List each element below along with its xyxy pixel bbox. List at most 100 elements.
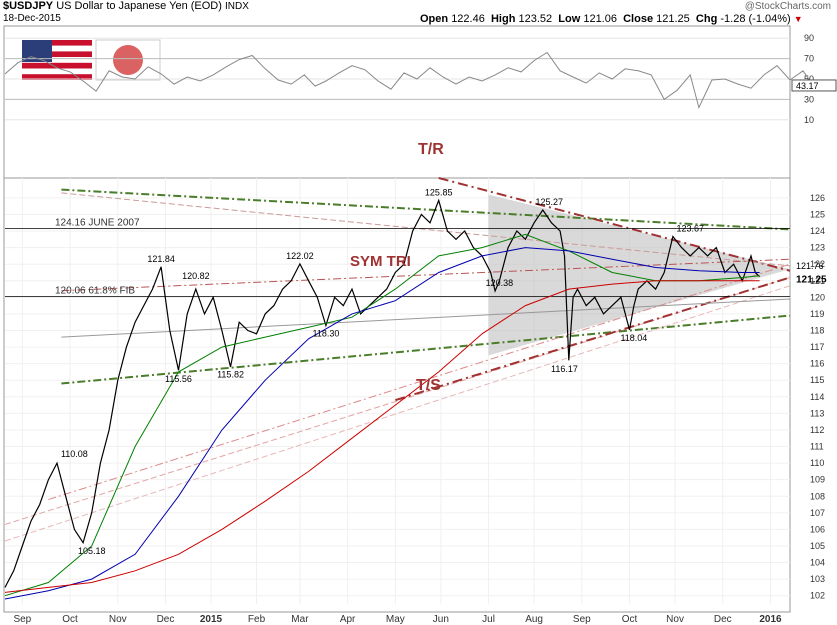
- x-tick-label: Feb: [248, 614, 266, 625]
- rsi-tick-label: 10: [804, 115, 814, 125]
- sym-tri-label: SYM TRI: [350, 253, 411, 270]
- price-frame: [3, 177, 791, 613]
- rose-trend-4: [61, 192, 791, 267]
- close-value: 121.25: [656, 13, 690, 25]
- symmetrical-triangle-shade: [488, 194, 790, 356]
- high-label: High: [490, 13, 516, 25]
- price-annotation: 115.82: [217, 370, 244, 380]
- price-tick-label: 121: [810, 276, 825, 286]
- chg-label: Chg: [695, 13, 718, 25]
- x-tick-label: Sep: [573, 614, 591, 625]
- watermark: @StockCharts.com: [744, 1, 831, 12]
- close-label: Close: [623, 13, 654, 25]
- price-tick-label: 114: [810, 392, 824, 402]
- price-annotation: 105.18: [78, 546, 106, 556]
- price-tick-label: 123: [810, 243, 825, 253]
- instrument-name: US Dollar to Japanese Yen (EOD): [56, 0, 222, 12]
- x-tick-label: Sep: [13, 614, 31, 625]
- price-tick-label: 119: [810, 309, 824, 319]
- price-tick-label: 102: [810, 591, 825, 601]
- high-value: 123.52: [518, 13, 553, 25]
- price-tick-label: 105: [810, 541, 825, 551]
- price-tick-label: 110: [810, 458, 824, 468]
- chg-value: -1.28 (-1.04%): [720, 13, 791, 25]
- x-tick-label: Apr: [340, 614, 356, 625]
- price-tick-label: 116: [810, 359, 824, 369]
- price-tick-label: 117: [810, 342, 824, 352]
- price-tick-label: 126: [810, 193, 825, 203]
- exchange: INDX: [224, 1, 249, 12]
- last-value-close: 121.25: [796, 275, 827, 286]
- price-tick-label: 111: [810, 442, 824, 452]
- x-tick-label: Nov: [109, 614, 127, 625]
- ts-line: [395, 276, 791, 402]
- horizontal-reference-label: 120.06 61.8% FIB: [55, 285, 135, 296]
- open-label: Open: [420, 13, 449, 25]
- price-annotation: 122.02: [286, 251, 314, 261]
- rsi-current-value: 43.17: [796, 81, 819, 91]
- price-panel: 102 103 104 105 106 107 108 109 110 111 112 113 114 1…: [4, 141, 827, 625]
- price-tick-label: 112: [810, 425, 824, 435]
- flags-group: [22, 39, 161, 81]
- rose-trend-5: [61, 258, 791, 292]
- x-tick-label: Jul: [482, 614, 495, 625]
- us-flag-icon: [22, 40, 92, 80]
- x-tick-label: Aug: [525, 614, 543, 625]
- chg-arrow-icon: ▼: [793, 14, 803, 24]
- ts-label: T/S: [416, 377, 441, 394]
- price-annotation: 125.27: [536, 197, 564, 207]
- price-annotation: 118.30: [313, 329, 340, 339]
- symbol: $USDJPY: [3, 0, 54, 12]
- moving-average-line: [4, 247, 760, 600]
- price-tick-label: 113: [810, 408, 824, 418]
- x-tick-label: Dec: [714, 614, 732, 625]
- rsi-line: [4, 51, 830, 110]
- price-annotation: 120.38: [486, 278, 514, 288]
- price-annotation: 110.08: [61, 449, 88, 459]
- price-tick-label: 120: [810, 292, 825, 302]
- green-trend-upper: [61, 188, 791, 231]
- chart-frame: [3, 25, 791, 613]
- us-flag-stripe: [22, 45, 92, 52]
- horizontal-reference-label: 124.16 JUNE 2007: [55, 217, 140, 228]
- price-tick-label: 118: [810, 325, 824, 335]
- price-annotation: 120.82: [182, 271, 210, 281]
- moving-average-line: [4, 280, 760, 593]
- x-tick-label: Oct: [622, 614, 638, 625]
- x-tick-label: Nov: [666, 614, 684, 625]
- price-tick-label: 115: [810, 375, 824, 385]
- header-title: $USDJPY US Dollar to Japanese Yen (EOD) …: [3, 0, 249, 12]
- price-series-line: [4, 198, 761, 588]
- last-value-upper: 121.76: [796, 261, 824, 271]
- us-flag-stripe: [22, 40, 92, 46]
- price-tick-label: 109: [810, 475, 825, 485]
- green-trend-lower: [61, 314, 791, 385]
- price-tick-label: 104: [810, 558, 825, 568]
- price-annotation: 118.04: [620, 333, 647, 343]
- price-tick-label: 106: [810, 524, 825, 534]
- tr-label: T/R: [418, 141, 444, 158]
- rsi-tick-label: 90: [804, 33, 814, 43]
- rsi-tick-label: 70: [804, 54, 814, 64]
- price-tick-label: 103: [810, 574, 825, 584]
- tr-line: [438, 177, 791, 272]
- price-tick-label: 125: [810, 209, 825, 219]
- grey-trend-6: [61, 298, 791, 338]
- price-tick-label: 108: [810, 491, 825, 501]
- us-flag-stripe: [22, 62, 92, 69]
- japan-flag-icon: [95, 39, 161, 81]
- x-tick-label: Jun: [433, 614, 449, 625]
- rsi-current-box: [791, 79, 837, 92]
- low-label: Low: [558, 13, 581, 25]
- x-tick-label: Dec: [157, 614, 175, 625]
- price-tick-label: 124: [810, 226, 825, 236]
- rsi-tick-label: 30: [804, 94, 814, 104]
- us-flag-stripe: [22, 68, 92, 75]
- price-annotation: 121.84: [147, 254, 175, 264]
- x-tick-label: Mar: [291, 614, 309, 625]
- price-tick-label: 122: [810, 259, 825, 269]
- x-tick-label: May: [386, 614, 405, 625]
